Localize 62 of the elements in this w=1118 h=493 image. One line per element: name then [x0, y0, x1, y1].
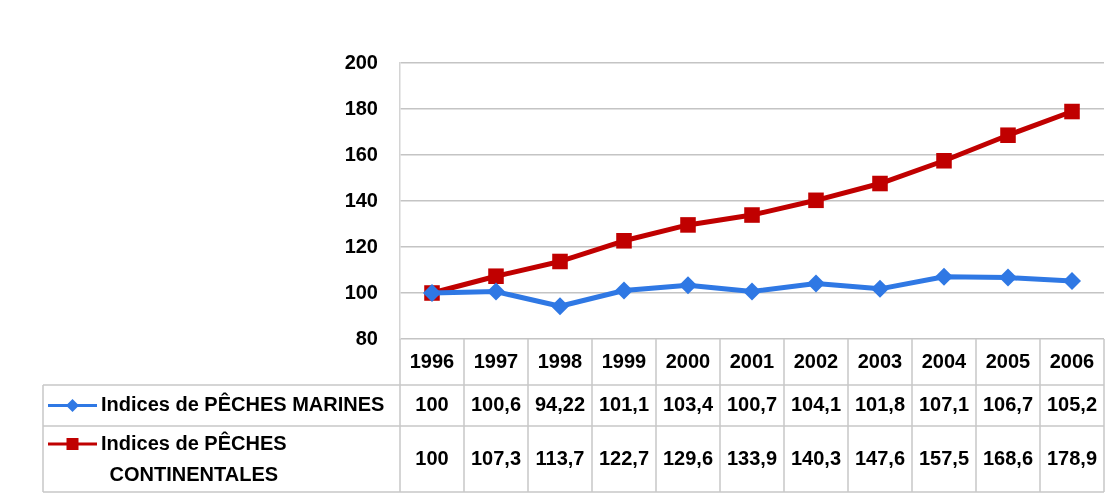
point — [1063, 272, 1081, 291]
y-tick-label: 140 — [344, 188, 378, 211]
x-tick-label: 2004 — [921, 349, 968, 372]
data-label: 140,3 — [790, 447, 842, 470]
data-label: 106,7 — [982, 393, 1034, 416]
point — [680, 217, 696, 233]
x-tick-label: 2000 — [665, 349, 711, 372]
legend-label: Indices de PÊCHES MARINES — [101, 392, 385, 416]
x-tick-label: 2003 — [857, 349, 903, 372]
data-label: 104,1 — [790, 393, 842, 416]
data-label: 107,1 — [918, 393, 970, 416]
point — [872, 175, 888, 192]
point — [552, 253, 568, 270]
y-tick-label: 100 — [344, 280, 378, 303]
data-label: 178,9 — [1046, 447, 1098, 470]
legend-label: Indices de PÊCHES CONTINENTALES — [101, 430, 287, 485]
point — [743, 282, 761, 301]
data-label: 100 — [415, 447, 449, 470]
point — [808, 192, 824, 209]
x-tick-label: 1999 — [601, 349, 647, 372]
data-label: 103,4 — [662, 393, 714, 416]
y-tick-label: 180 — [344, 96, 378, 119]
point — [488, 268, 504, 284]
x-tick-label: 1998 — [537, 349, 583, 372]
data-label: 100,7 — [726, 393, 778, 416]
point — [807, 274, 825, 293]
y-tick-label: 80 — [355, 326, 378, 349]
data-label: 147,6 — [854, 447, 906, 470]
data-label: 101,1 — [598, 393, 650, 416]
data-label: 101,8 — [854, 393, 906, 416]
data-label: 100 — [415, 393, 449, 416]
data-label: 157,5 — [918, 447, 970, 470]
data-label: 129,6 — [662, 447, 714, 470]
data-label: 133,9 — [726, 447, 778, 470]
data-label: 122,7 — [598, 447, 650, 470]
point — [487, 282, 505, 301]
data-label: 105,2 — [1046, 393, 1098, 416]
point — [871, 279, 889, 298]
point — [936, 152, 952, 169]
data-label: 113,7 — [535, 447, 585, 470]
point — [999, 268, 1017, 287]
data-label: 107,3 — [470, 447, 522, 470]
data-label: 100,6 — [470, 393, 522, 416]
x-tick-label: 1997 — [473, 349, 519, 372]
data-label: 94,22 — [534, 393, 586, 416]
point — [1064, 103, 1080, 120]
data-label: 168,6 — [982, 447, 1034, 470]
x-tick-label: 1996 — [409, 349, 455, 372]
point — [616, 233, 632, 249]
x-tick-label: 2002 — [793, 349, 839, 372]
x-tick-label: 2006 — [1049, 349, 1095, 372]
point — [679, 276, 697, 295]
y-tick-label: 120 — [344, 234, 378, 257]
point — [744, 207, 760, 223]
point — [935, 267, 953, 286]
point — [1000, 127, 1016, 143]
y-tick-label: 160 — [344, 142, 378, 165]
x-tick-label: 2001 — [729, 349, 775, 372]
point — [551, 297, 569, 316]
point — [615, 281, 633, 300]
y-tick-label: 200 — [344, 50, 378, 73]
x-tick-label: 2005 — [985, 349, 1031, 372]
